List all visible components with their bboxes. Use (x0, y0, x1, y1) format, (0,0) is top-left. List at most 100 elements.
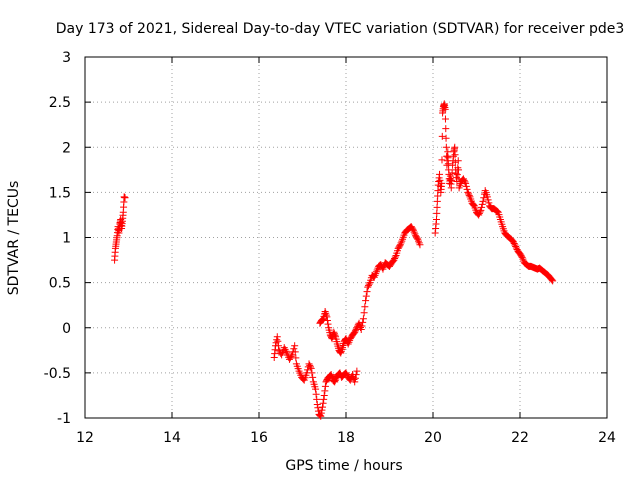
data-point (319, 315, 327, 323)
data-point (292, 354, 300, 362)
data-point (287, 352, 295, 360)
data-point (547, 275, 555, 283)
data-point (444, 154, 452, 162)
data-point (370, 273, 378, 281)
data-point (415, 237, 422, 245)
data-point (414, 235, 422, 243)
data-point (337, 349, 345, 357)
data-point (453, 171, 461, 179)
data-point (372, 270, 380, 278)
data-point (391, 255, 399, 263)
data-point (360, 309, 368, 317)
data-point (346, 376, 354, 384)
data-point (480, 194, 488, 202)
data-point (319, 399, 327, 407)
data-point (318, 406, 326, 414)
y-tick-label: 0 (62, 321, 71, 337)
data-point (485, 199, 493, 207)
data-point (362, 297, 370, 305)
data-point (342, 369, 350, 377)
data-point (351, 328, 359, 336)
data-point (373, 266, 381, 274)
data-point (391, 253, 399, 261)
data-point (371, 271, 379, 279)
data-point (305, 360, 313, 368)
data-point (448, 176, 456, 184)
data-point (461, 178, 469, 186)
data-point (331, 376, 339, 384)
data-point (451, 158, 459, 166)
data-point (331, 331, 339, 339)
data-point (327, 371, 335, 379)
data-point (364, 282, 372, 290)
data-point (455, 166, 463, 174)
data-point (337, 347, 345, 355)
y-tick-label: 1 (62, 231, 71, 247)
data-point (323, 313, 331, 321)
data-point (312, 385, 320, 393)
data-point (280, 344, 288, 352)
data-point (290, 345, 298, 353)
data-point (313, 395, 321, 403)
data-point (322, 311, 330, 319)
data-point (444, 160, 452, 168)
data-point (346, 336, 354, 344)
data-point (511, 241, 519, 249)
chart-title: Day 173 of 2021, Sidereal Day-to-day VTE… (56, 21, 625, 37)
data-point (396, 241, 404, 249)
data-point (351, 327, 359, 335)
x-tick-label: 18 (337, 430, 355, 446)
data-point (436, 176, 444, 184)
x-tick-label: 20 (424, 430, 442, 446)
data-point (493, 207, 501, 215)
data-point (291, 348, 299, 356)
data-point (438, 132, 446, 140)
data-point (483, 193, 491, 201)
data-point (462, 179, 470, 187)
data-point (442, 143, 450, 151)
data-point (464, 188, 472, 196)
data-point (433, 209, 441, 217)
data-point (312, 390, 320, 398)
data-point (442, 134, 450, 142)
data-point (409, 225, 417, 233)
x-tick-label: 24 (598, 430, 616, 446)
data-point (411, 230, 419, 238)
data-point (438, 156, 446, 164)
data-point (330, 328, 338, 336)
y-tick-label: -0.5 (44, 366, 71, 382)
data-point (351, 378, 359, 386)
data-point (320, 391, 328, 399)
data-point (465, 191, 473, 199)
data-point (447, 184, 455, 192)
data-point (494, 208, 502, 216)
data-point (306, 363, 314, 371)
data-point (304, 366, 312, 374)
data-point (416, 241, 424, 249)
data-point (470, 201, 478, 209)
data-point (475, 211, 483, 219)
data-point (478, 200, 486, 208)
data-point (548, 276, 556, 284)
data-point (345, 338, 353, 346)
data-point (433, 203, 441, 211)
x-tick-label: 22 (511, 430, 529, 446)
data-point (319, 403, 327, 411)
data-point (320, 395, 328, 403)
data-point (359, 318, 367, 326)
data-point (361, 303, 369, 311)
x-tick-label: 12 (76, 430, 94, 446)
data-point (454, 157, 462, 165)
data-point (299, 375, 307, 383)
data-point (274, 342, 282, 350)
data-point (357, 326, 365, 334)
data-point (410, 228, 418, 236)
data-point (313, 400, 321, 408)
data-point (121, 194, 129, 202)
data-point (306, 361, 314, 369)
data-point (285, 355, 293, 363)
data-point (318, 316, 326, 324)
data-point (352, 371, 360, 379)
